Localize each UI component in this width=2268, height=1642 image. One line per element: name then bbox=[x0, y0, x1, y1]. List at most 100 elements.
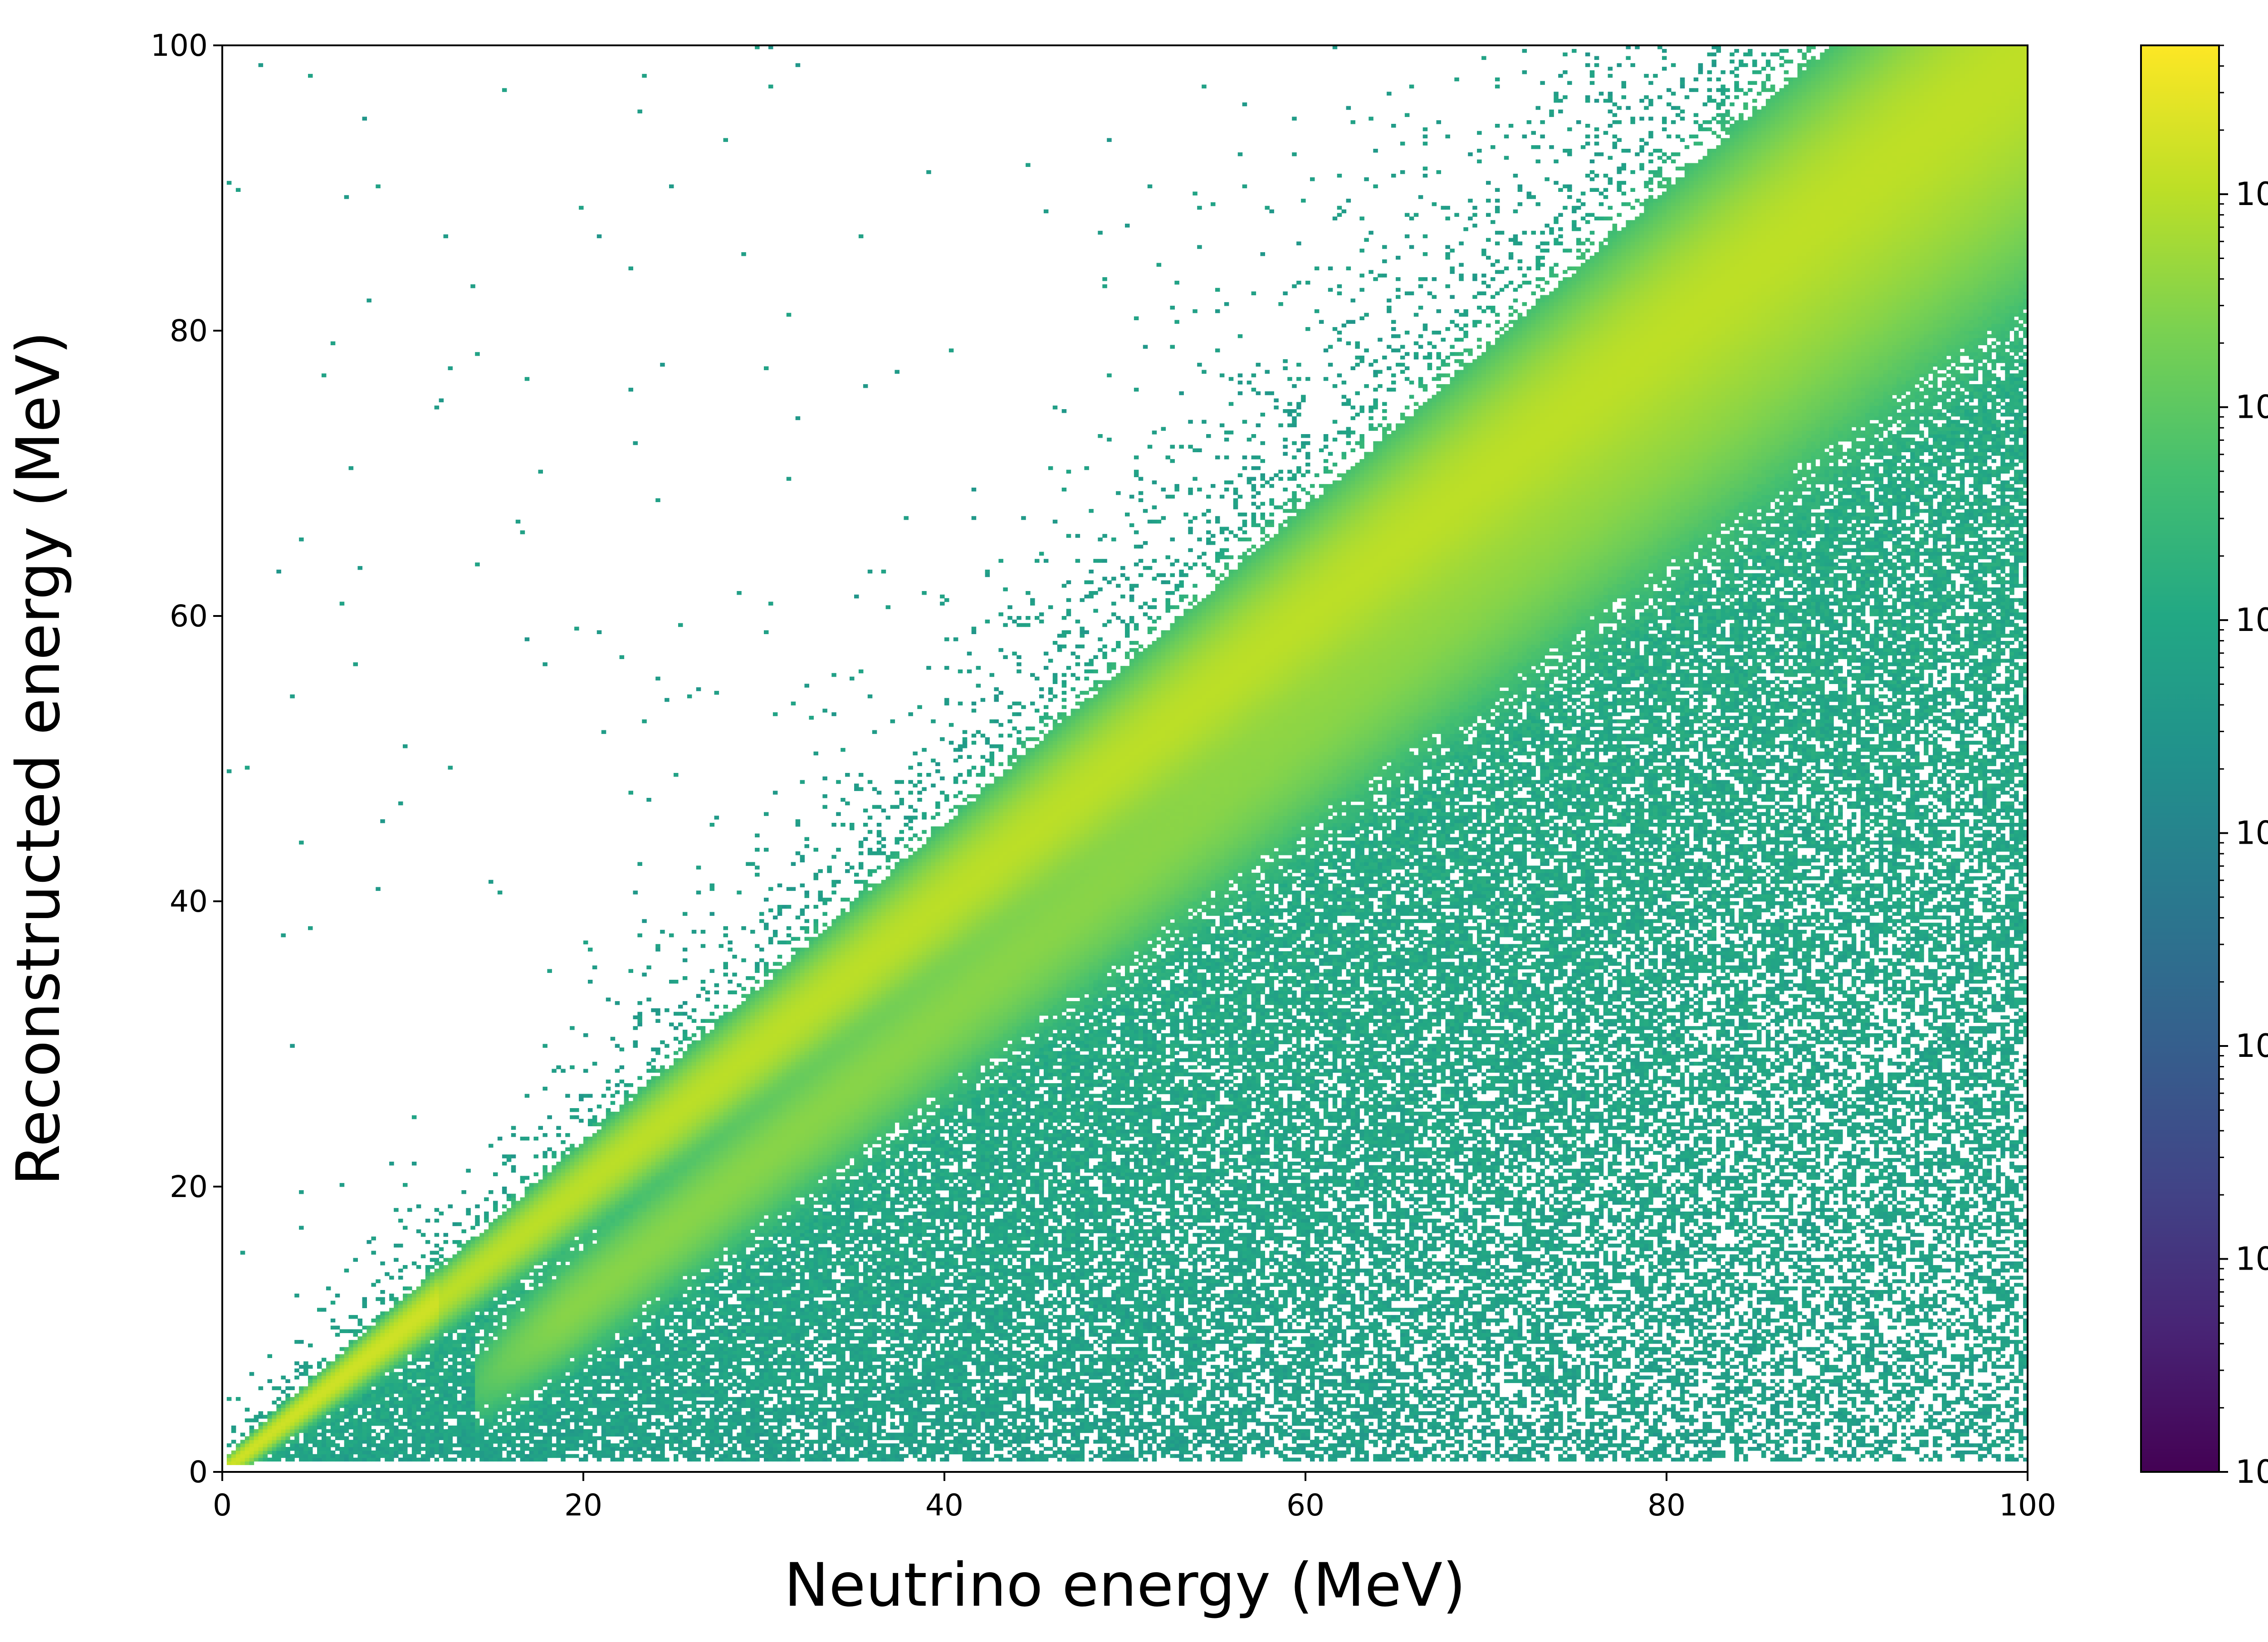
heatmap-cell bbox=[340, 1418, 345, 1422]
heatmap-cell bbox=[308, 1433, 313, 1437]
heatmap-cell bbox=[444, 1440, 449, 1444]
heatmap-cell bbox=[421, 1279, 426, 1283]
heatmap-cell bbox=[444, 1305, 449, 1309]
heatmap-cell bbox=[371, 1408, 376, 1412]
heatmap-cell bbox=[394, 1397, 399, 1401]
heatmap-cell bbox=[268, 1411, 273, 1415]
heatmap-cell bbox=[294, 1368, 299, 1373]
heatmap-cell bbox=[349, 1354, 354, 1359]
heatmap-cell bbox=[344, 1347, 349, 1351]
heatmap-cell bbox=[317, 1451, 322, 1455]
heatmap-cell bbox=[380, 1393, 385, 1398]
heatmap-cell bbox=[430, 1361, 435, 1365]
heatmap-cell bbox=[335, 1354, 340, 1359]
heatmap-cell bbox=[331, 1422, 336, 1426]
heatmap-cell bbox=[398, 1301, 403, 1305]
heatmap-cell bbox=[444, 1283, 449, 1287]
heatmap-cell bbox=[353, 1365, 358, 1369]
heatmap-cell bbox=[448, 1329, 453, 1334]
heatmap-cell bbox=[448, 1258, 453, 1262]
heatmap-cell bbox=[380, 1358, 385, 1362]
heatmap-cell bbox=[398, 1383, 403, 1387]
heatmap-cell bbox=[371, 1333, 376, 1337]
heatmap-cell bbox=[308, 1397, 313, 1401]
heatmap-cell bbox=[249, 1429, 254, 1433]
heatmap-cell bbox=[340, 1365, 345, 1369]
heatmap-cell bbox=[421, 1418, 426, 1422]
heatmap-cell bbox=[227, 1458, 232, 1462]
heatmap-cell bbox=[317, 1393, 322, 1398]
heatmap-cell bbox=[430, 1436, 435, 1440]
heatmap-cell bbox=[380, 1365, 385, 1369]
heatmap-cell bbox=[276, 1447, 281, 1451]
heatmap-cell bbox=[435, 1390, 440, 1394]
heatmap-cell bbox=[439, 1447, 444, 1451]
heatmap-cell bbox=[308, 1365, 313, 1369]
heatmap-cell bbox=[299, 1365, 304, 1369]
heatmap-cell bbox=[448, 1336, 453, 1340]
heatmap-cell bbox=[430, 1290, 435, 1294]
heatmap-cell bbox=[358, 1451, 363, 1455]
heatmap-cell bbox=[389, 1436, 394, 1440]
heatmap-cell bbox=[358, 1361, 363, 1365]
heatmap-cell bbox=[448, 1351, 453, 1355]
heatmap-cell bbox=[290, 1411, 295, 1415]
heatmap-cell bbox=[389, 1329, 394, 1334]
heatmap-cell bbox=[421, 1308, 426, 1312]
heatmap-cell bbox=[435, 1336, 440, 1340]
heatmap-cell bbox=[285, 1458, 290, 1462]
heatmap-cell bbox=[380, 1376, 385, 1380]
heatmap-cell bbox=[389, 1315, 394, 1319]
heatmap-cell bbox=[421, 1436, 426, 1440]
heatmap-cell bbox=[362, 1297, 367, 1301]
heatmap-cell bbox=[412, 1333, 417, 1337]
heatmap-cell bbox=[344, 1429, 349, 1433]
heatmap-cell bbox=[421, 1305, 426, 1309]
heatmap-cell bbox=[308, 1344, 313, 1348]
heatmap-cell bbox=[263, 1451, 268, 1455]
heatmap-cell bbox=[444, 1276, 449, 1280]
heatmap-cell bbox=[299, 841, 304, 845]
heatmap-cell bbox=[439, 1376, 444, 1380]
heatmap-cell bbox=[398, 1322, 403, 1326]
heatmap-cell bbox=[344, 1361, 349, 1365]
heatmap-cell bbox=[425, 1269, 430, 1273]
heatmap-cell bbox=[385, 1436, 390, 1440]
heatmap-cell bbox=[398, 1319, 403, 1323]
heatmap-cell bbox=[425, 1411, 430, 1415]
heatmap-cell bbox=[263, 1422, 268, 1426]
heatmap-cell bbox=[394, 1336, 399, 1340]
heatmap-cell bbox=[394, 1319, 399, 1323]
heatmap-cell bbox=[398, 1347, 403, 1351]
heatmap-cell bbox=[407, 1301, 412, 1305]
heatmap-cell bbox=[407, 1305, 412, 1309]
heatmap-cell bbox=[385, 1415, 390, 1419]
heatmap-cell bbox=[362, 1336, 367, 1340]
heatmap-cell bbox=[439, 1347, 444, 1351]
heatmap-cell bbox=[331, 1383, 336, 1387]
heatmap-cell bbox=[448, 1344, 453, 1348]
heatmap-cell bbox=[430, 1372, 435, 1376]
heatmap-cell bbox=[276, 1422, 281, 1426]
heatmap-cell bbox=[435, 1261, 440, 1266]
heatmap-cell bbox=[448, 1447, 453, 1451]
heatmap-cell bbox=[349, 1458, 354, 1462]
heatmap-cell bbox=[380, 1451, 385, 1455]
heatmap-cell bbox=[362, 1368, 367, 1373]
heatmap-cell bbox=[358, 1404, 363, 1408]
heatmap-cell bbox=[425, 1383, 430, 1387]
heatmap-cell bbox=[371, 1358, 376, 1362]
heatmap-cell bbox=[358, 1415, 363, 1419]
heatmap-cell bbox=[385, 1386, 390, 1390]
heatmap-cell bbox=[326, 1376, 331, 1380]
heatmap-cell bbox=[389, 1429, 394, 1433]
heatmap-cell bbox=[444, 1319, 449, 1323]
heatmap-cell bbox=[416, 1354, 421, 1359]
heatmap-cell bbox=[416, 1301, 421, 1305]
heatmap-cell bbox=[326, 1401, 331, 1405]
heatmap-cell bbox=[389, 1340, 394, 1344]
heatmap-cell bbox=[394, 1433, 399, 1437]
heatmap-cell bbox=[394, 1315, 399, 1319]
heatmap-cell bbox=[303, 1429, 308, 1433]
heatmap-cell bbox=[353, 1376, 358, 1380]
